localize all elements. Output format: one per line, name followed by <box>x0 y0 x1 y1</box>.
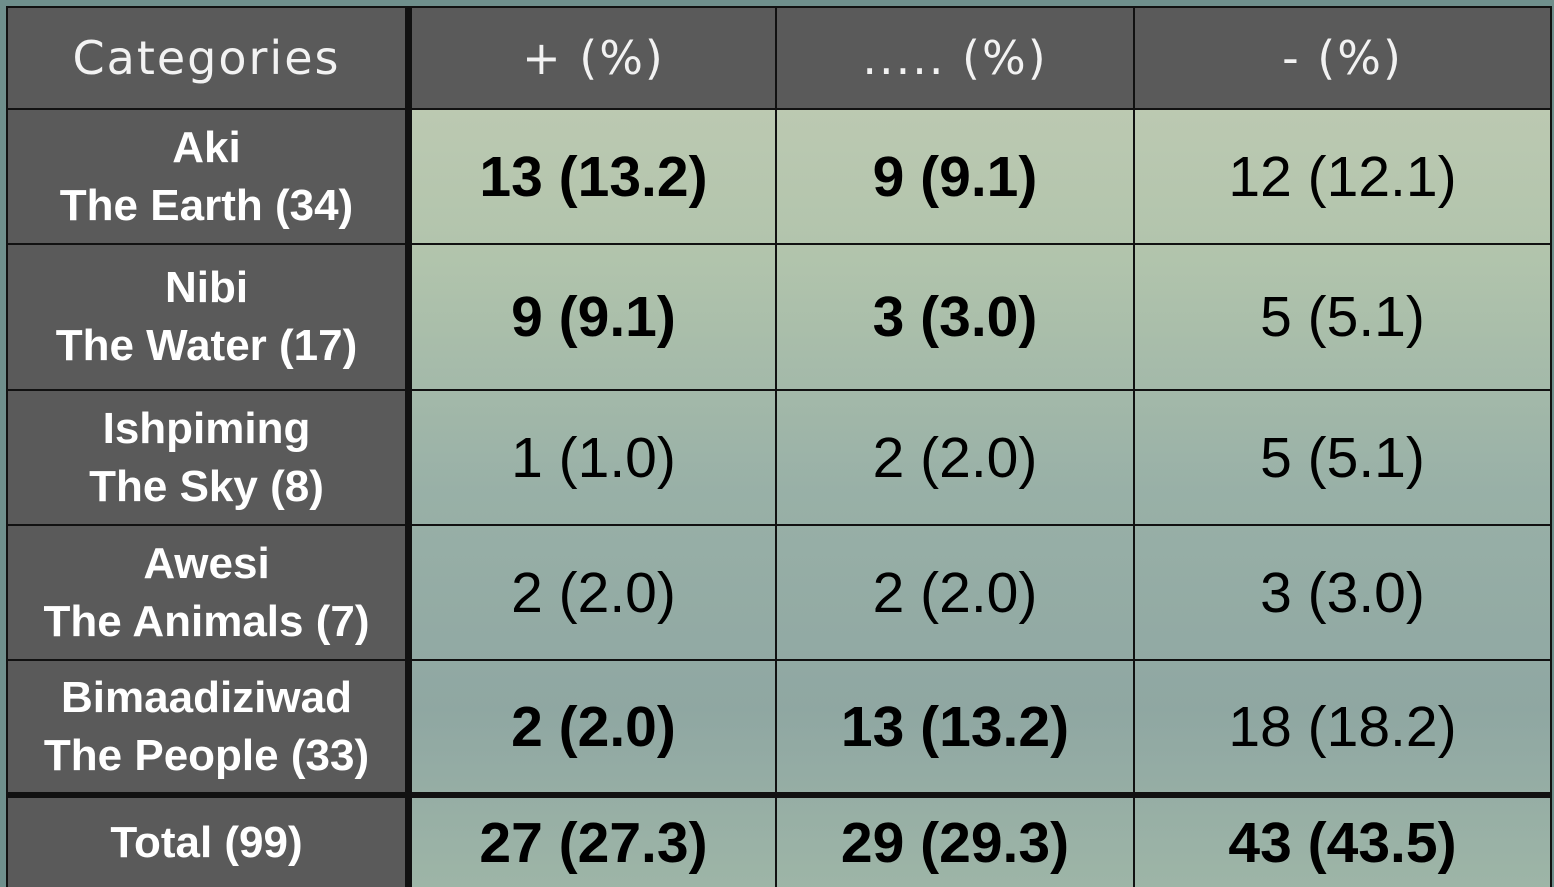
data-cell: 2 (2.0) <box>412 661 775 792</box>
header-text: - (%) <box>1282 31 1403 85</box>
cell-value: 3 (3.0) <box>1260 560 1425 626</box>
row-subtitle: The Animals (7) <box>44 593 370 651</box>
data-cell: 2 (2.0) <box>777 526 1133 659</box>
header-cell: Categories <box>8 8 405 108</box>
header-text: ..... (%) <box>862 31 1047 85</box>
cell-value: 9 (9.1) <box>511 284 676 350</box>
header-cell: - (%) <box>1135 8 1550 108</box>
total-text: Total (99) <box>110 814 302 872</box>
cell-value: 13 (13.2) <box>841 694 1069 760</box>
row-name: Bimaadiziwad <box>61 669 352 727</box>
header-text: Categories <box>73 31 341 85</box>
cell-value: 18 (18.2) <box>1228 694 1456 760</box>
page: {"table": { "header": ["Categories", "+ … <box>0 0 1554 887</box>
data-cell: 2 (2.0) <box>412 526 775 659</box>
cell-value: 2 (2.0) <box>511 560 676 626</box>
row-subtitle: The People (33) <box>44 727 369 785</box>
total-value: 43 (43.5) <box>1228 810 1456 876</box>
cell-value: 2 (2.0) <box>873 560 1038 626</box>
data-cell: 12 (12.1) <box>1135 110 1550 243</box>
data-cell: 9 (9.1) <box>412 245 775 389</box>
cell-value: 3 (3.0) <box>873 284 1038 350</box>
data-cell: 13 (13.2) <box>777 661 1133 792</box>
cell-value: 2 (2.0) <box>511 694 676 760</box>
row-subtitle: The Earth (34) <box>60 177 353 235</box>
row-subtitle: The Sky (8) <box>89 458 324 516</box>
header-cell: + (%) <box>412 8 775 108</box>
header-cell: ..... (%) <box>777 8 1133 108</box>
data-cell: 3 (3.0) <box>777 245 1133 389</box>
cell-value: 5 (5.1) <box>1260 425 1425 491</box>
cell-value: 1 (1.0) <box>511 425 676 491</box>
cell-value: 13 (13.2) <box>479 144 707 210</box>
header-text: + (%) <box>522 31 665 85</box>
row-subtitle: The Water (17) <box>56 317 358 375</box>
data-cell: 2 (2.0) <box>777 391 1133 524</box>
data-cell: 13 (13.2) <box>412 110 775 243</box>
cell-value: 12 (12.1) <box>1228 144 1456 210</box>
total-cell: 29 (29.3) <box>777 798 1133 887</box>
total-cell: 43 (43.5) <box>1135 798 1550 887</box>
row-name: Nibi <box>165 259 248 317</box>
data-cell: 5 (5.1) <box>1135 245 1550 389</box>
total-value: 27 (27.3) <box>479 810 707 876</box>
data-cell: 9 (9.1) <box>777 110 1133 243</box>
row-name: Ishpiming <box>103 400 311 458</box>
cell-value: 9 (9.1) <box>873 144 1038 210</box>
data-cell: 1 (1.0) <box>412 391 775 524</box>
data-cell: 3 (3.0) <box>1135 526 1550 659</box>
cell-value: 5 (5.1) <box>1260 284 1425 350</box>
data-cell: 5 (5.1) <box>1135 391 1550 524</box>
total-value: 29 (29.3) <box>841 810 1069 876</box>
total-cell: 27 (27.3) <box>412 798 775 887</box>
data-cell: 18 (18.2) <box>1135 661 1550 792</box>
cell-value: 2 (2.0) <box>873 425 1038 491</box>
total-label: Total (99) <box>8 798 405 887</box>
row-name: Awesi <box>143 535 269 593</box>
row-name: Aki <box>172 119 240 177</box>
